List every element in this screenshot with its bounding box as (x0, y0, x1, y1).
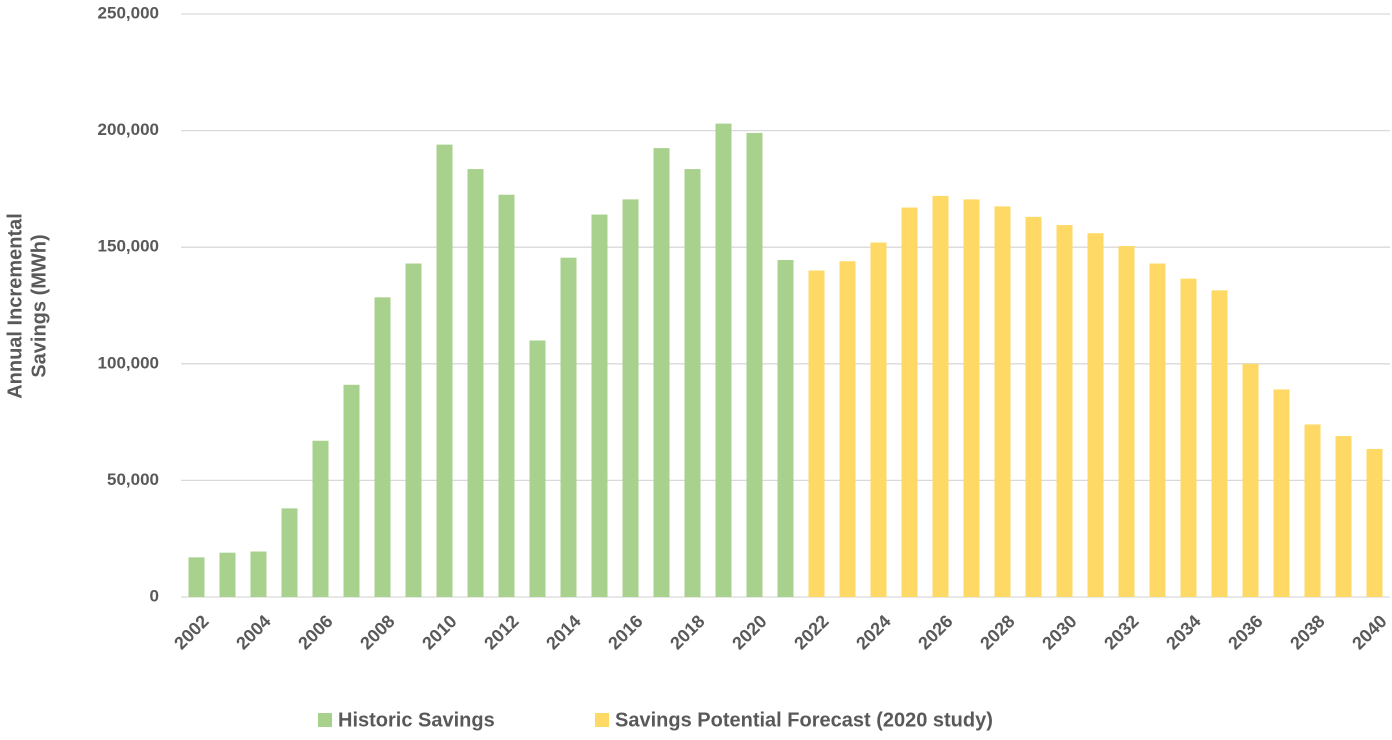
bar (994, 206, 1011, 597)
bar (622, 199, 639, 598)
bar (405, 263, 422, 597)
x-tick-label: 2014 (542, 611, 584, 653)
x-tick-label: 2018 (666, 611, 708, 653)
y-axis-title-line: Savings (MWh) (28, 234, 50, 377)
y-tick-label: 100,000 (98, 353, 159, 372)
legend-label: Historic Savings (338, 709, 495, 731)
x-tick-label: 2010 (418, 611, 460, 653)
bar (467, 169, 484, 597)
x-tick-label: 2026 (914, 611, 956, 653)
bar (343, 384, 360, 597)
bar (715, 123, 732, 597)
bar (746, 132, 763, 597)
bar (963, 199, 980, 598)
y-tick-label: 250,000 (98, 3, 159, 22)
bar (436, 144, 453, 598)
y-axis-title-line: Annual Incremental (4, 213, 26, 399)
x-tick-label: 2028 (976, 611, 1018, 653)
bar (219, 552, 236, 597)
bar (1056, 225, 1073, 597)
bar (839, 261, 856, 597)
x-tick-label: 2006 (294, 611, 336, 653)
bar (498, 194, 515, 598)
x-tick-label: 2020 (728, 611, 770, 653)
bar (1087, 233, 1104, 597)
bar (312, 440, 329, 597)
x-tick-label: 2012 (480, 611, 522, 653)
x-tick-label: 2016 (604, 611, 646, 653)
x-tick-label: 2024 (852, 611, 894, 653)
bar (250, 551, 267, 597)
x-tick-label: 2032 (1100, 611, 1142, 653)
bar (653, 148, 670, 597)
y-tick-label: 200,000 (98, 120, 159, 139)
x-tick-label: 2038 (1286, 611, 1328, 653)
legend-swatch (595, 713, 609, 727)
x-tick-label: 2002 (170, 611, 212, 653)
x-tick-label: 2040 (1348, 611, 1390, 653)
x-tick-label: 2004 (232, 611, 274, 653)
bar (1242, 363, 1259, 597)
y-axis-title: Annual Incremental Savings (MWh) (4, 213, 50, 399)
bar (901, 207, 918, 597)
x-tick-label: 2036 (1224, 611, 1266, 653)
y-tick-label: 50,000 (107, 470, 159, 489)
bar (188, 557, 205, 597)
bar (560, 257, 577, 597)
bar (281, 508, 298, 597)
bar (1211, 290, 1228, 597)
y-tick-label: 150,000 (98, 237, 159, 256)
bar (374, 297, 391, 597)
bar (1025, 216, 1042, 597)
bar (1180, 278, 1197, 597)
y-tick-label: 0 (150, 586, 159, 605)
bar (1118, 246, 1135, 597)
bar (777, 260, 794, 597)
x-tick-label: 2030 (1038, 611, 1080, 653)
legend-swatch (318, 713, 332, 727)
bar (591, 214, 608, 597)
bar (932, 195, 949, 597)
bar (1366, 448, 1383, 597)
x-tick-label: 2008 (356, 611, 398, 653)
x-tick-label: 2034 (1162, 611, 1204, 653)
bar (808, 270, 825, 597)
bar (1149, 263, 1166, 597)
bar (1335, 436, 1352, 597)
bar (529, 340, 546, 597)
bar (870, 242, 887, 597)
bar (1273, 389, 1290, 597)
legend-label: Savings Potential Forecast (2020 study) (615, 709, 993, 731)
bar (684, 169, 701, 597)
x-tick-label: 2022 (790, 611, 832, 653)
bar (1304, 424, 1321, 597)
